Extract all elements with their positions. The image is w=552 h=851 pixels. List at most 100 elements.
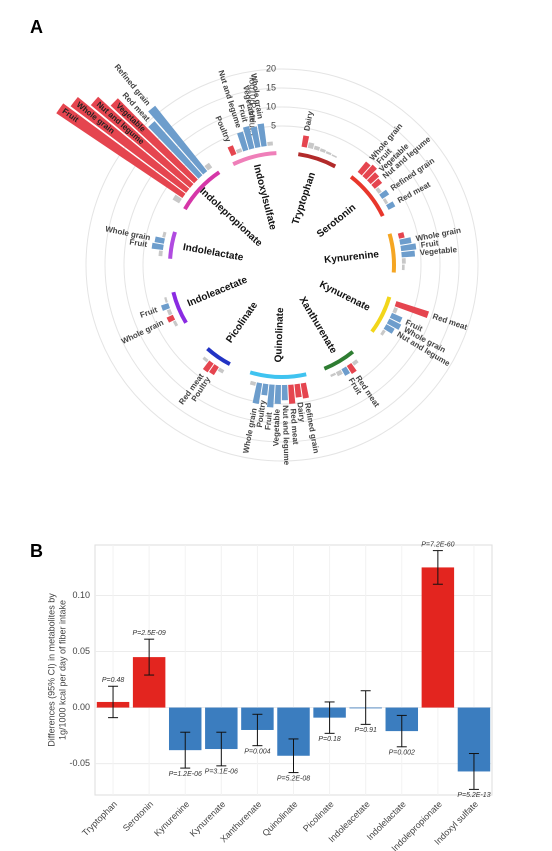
grid-circle <box>85 68 479 462</box>
error-bar <box>360 690 371 725</box>
metabolite-label: Indoxylsulfate <box>251 163 278 231</box>
metabolite-arc <box>232 151 277 167</box>
error-bar <box>324 701 335 734</box>
radial-bar <box>346 363 357 375</box>
error-bar <box>180 731 191 769</box>
radial-bar <box>380 329 386 336</box>
radial-bar <box>401 258 406 264</box>
error-bar <box>144 638 155 676</box>
radial-bar <box>307 142 315 150</box>
metabolite-arc <box>168 231 177 259</box>
radial-bar <box>383 324 395 334</box>
radial-bar <box>294 383 302 398</box>
radial-bar <box>301 135 310 148</box>
radial-bar <box>392 307 398 314</box>
radial-bar <box>330 372 337 377</box>
error-bar <box>108 685 119 719</box>
metabolite-label: Indolelactate <box>182 242 245 264</box>
radial-bar <box>158 250 163 257</box>
metabolite-arc <box>183 170 221 211</box>
x-tick-label: Picolinate <box>301 799 336 834</box>
error-bar <box>432 550 443 585</box>
radial-bar <box>401 264 405 271</box>
radial-bar <box>90 96 194 189</box>
radial-bar <box>154 236 165 244</box>
radial-bar <box>261 383 269 396</box>
radial-bar <box>394 301 430 318</box>
error-bar <box>216 731 227 767</box>
error-bar <box>252 713 263 747</box>
metabolite-arc <box>323 350 355 371</box>
radial-bar <box>366 172 380 185</box>
food-label: Whole grain <box>120 318 165 346</box>
radial-bar <box>202 356 209 363</box>
food-label: Vegetable <box>271 408 281 446</box>
metabolite-arc <box>297 152 337 169</box>
metabolite-arc <box>206 347 231 366</box>
grid-circle <box>123 106 441 424</box>
radial-bar <box>252 382 263 404</box>
metabolite-arc <box>171 291 188 324</box>
radial-bar <box>401 250 416 258</box>
x-tick-label: Serotonin <box>121 799 155 833</box>
radial-bar <box>250 126 261 149</box>
r-tick-label: 10 <box>266 101 276 111</box>
radial-bar <box>400 243 417 252</box>
radial-bar <box>237 131 249 152</box>
p-value-label: P=1.2E-06 <box>169 771 202 778</box>
food-label: Red meat <box>289 408 301 445</box>
food-label: Fruit <box>129 237 148 249</box>
radial-bar <box>379 189 390 200</box>
radial-bar <box>162 231 167 238</box>
radial-bar <box>399 237 412 245</box>
food-label: Fruit <box>139 305 159 320</box>
p-value-label: P=3.1E-06 <box>205 769 238 776</box>
metabolite-arc <box>249 370 307 379</box>
panel-label: B <box>30 541 43 561</box>
radial-bar <box>209 364 219 376</box>
error-bar <box>396 714 407 748</box>
metabolite-arc <box>387 233 396 273</box>
y-tick-label: 0.10 <box>72 590 90 600</box>
radial-bar <box>382 198 389 205</box>
radial-bar <box>235 148 243 154</box>
radial-bar <box>386 318 402 330</box>
food-label: Dairy <box>295 402 307 424</box>
radial-bar <box>148 105 208 175</box>
radial-bar <box>362 164 377 180</box>
food-label: Whole grain <box>104 224 151 242</box>
r-tick-label: 15 <box>266 82 276 92</box>
food-label: Fruit <box>236 104 249 124</box>
radial-bar <box>56 103 186 199</box>
metabolite-label: Xanthurenate <box>297 295 339 356</box>
y-tick-label: 0.00 <box>72 702 90 712</box>
p-value-label: P=0.002 <box>389 750 415 757</box>
radial-bar <box>164 297 168 303</box>
radial-bar <box>267 141 273 146</box>
r-tick-label: 5 <box>271 120 276 130</box>
radial-bar <box>300 382 309 399</box>
radial-bar <box>166 314 176 323</box>
radial-bar <box>166 308 173 316</box>
y-tick-label: -0.05 <box>69 758 90 768</box>
p-value-label: P=2.5E-09 <box>132 630 165 637</box>
food-label: Nut and legume <box>281 405 291 466</box>
x-tick-label: Quinolinate <box>260 799 299 838</box>
p-value-label: P=5.2E-08 <box>277 775 310 782</box>
p-value-label: P=0.004 <box>244 749 270 756</box>
radial-bar <box>257 123 267 147</box>
food-label: Poultry <box>213 115 232 144</box>
p-value-label: P=5.2E-13 <box>457 792 490 799</box>
metabolite-label: Tryptophan <box>290 171 318 226</box>
radial-bar <box>371 178 383 189</box>
metabolite-label: Picolinate <box>224 300 260 345</box>
radial-bar <box>331 154 338 158</box>
metabolite-label: Indoleacetate <box>186 274 250 309</box>
bar <box>421 567 455 708</box>
radial-bar <box>313 145 321 151</box>
radial-bar <box>148 121 203 179</box>
x-tick-label: Tryptophan <box>80 799 119 838</box>
error-bar <box>468 753 479 790</box>
food-label: Vegetable <box>419 245 458 257</box>
